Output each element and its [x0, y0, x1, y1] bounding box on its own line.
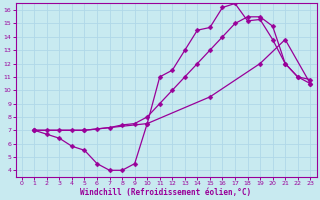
X-axis label: Windchill (Refroidissement éolien,°C): Windchill (Refroidissement éolien,°C)	[80, 188, 252, 197]
